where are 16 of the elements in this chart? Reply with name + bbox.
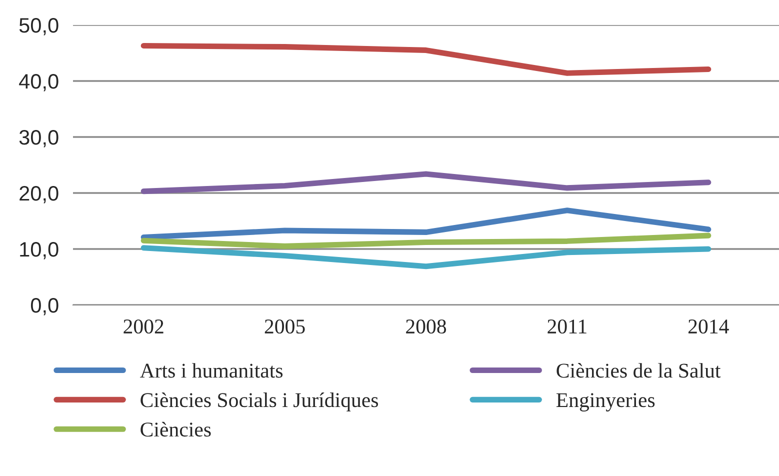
x-tick-label: 2005 (264, 319, 305, 334)
x-tick-label: 2011 (548, 319, 586, 334)
y-tick-label: 50,0 (19, 18, 58, 36)
y-tick-label: 30,0 (19, 130, 58, 148)
x-tick-label: 2002 (124, 319, 164, 334)
x-tick-label: 2014 (688, 319, 729, 334)
legend-label: Ciències (140, 422, 211, 437)
y-tick-label: 10,0 (20, 242, 58, 260)
x-tick-label: 2008 (406, 319, 446, 334)
legend-label: Arts i humanitats (140, 363, 283, 378)
y-tick-label: 40,0 (19, 74, 58, 92)
legend-label: Ciències Socials i Jurídiques (140, 392, 378, 412)
y-tick-label: 0,0 (30, 298, 58, 316)
legend-label: Ciències de la Salut (556, 363, 721, 378)
legend-label: Enginyeries (556, 393, 655, 412)
y-tick-label: 20,0 (20, 186, 58, 204)
